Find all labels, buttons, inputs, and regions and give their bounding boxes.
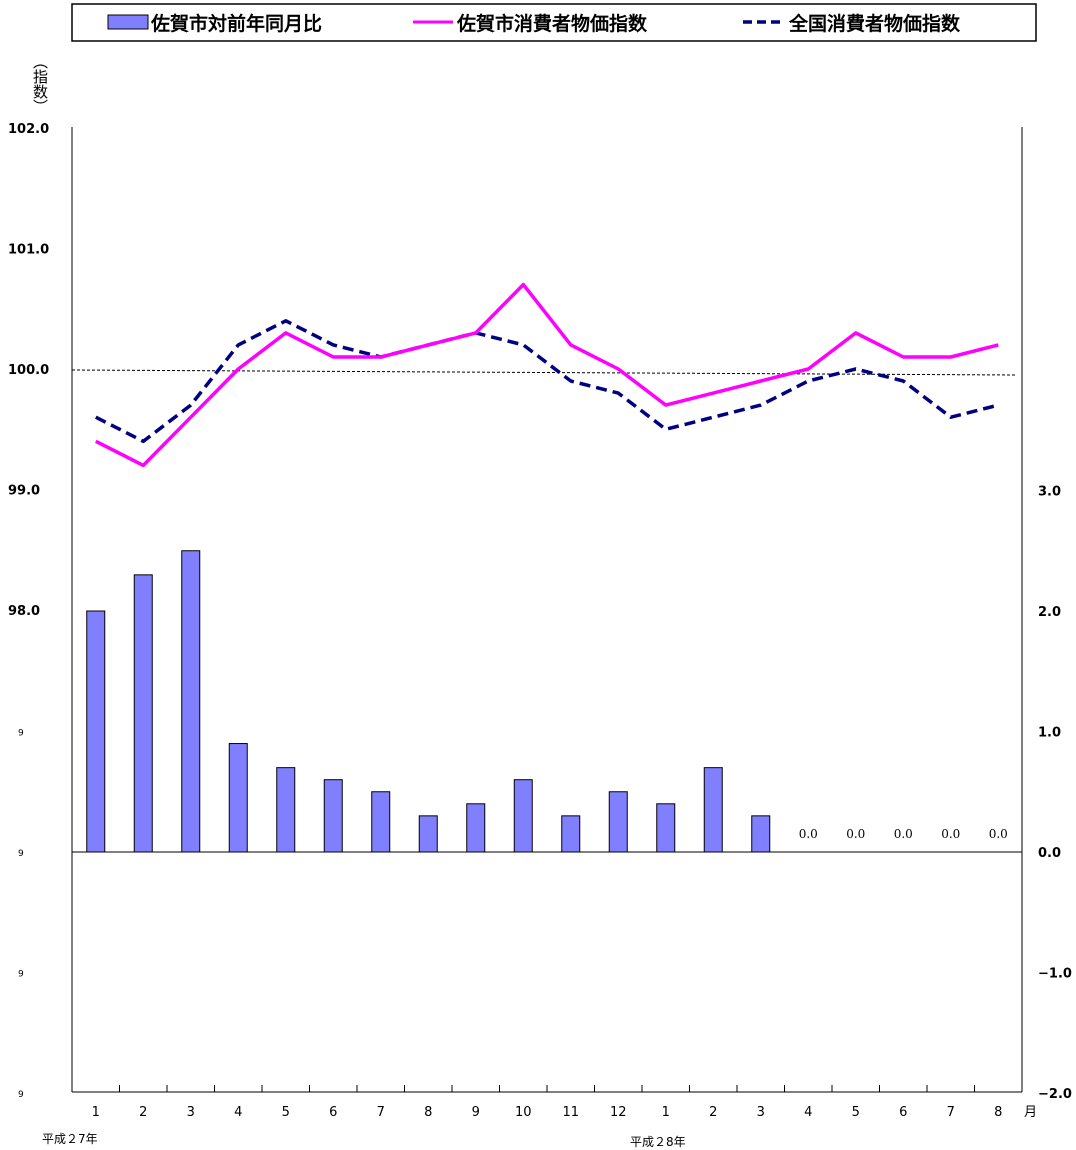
x-tick-label: 8 (424, 1105, 432, 1120)
bar (751, 815, 771, 853)
bar (181, 550, 201, 853)
left-tick-label: 98.0 (8, 604, 40, 619)
legend-label-dashed: 全国消費者物価指数 (788, 12, 961, 35)
national-cpi-line (95, 319, 999, 444)
left-tick-label: 99.0 (8, 484, 40, 499)
x-axis-unit: 月 (1024, 1105, 1037, 1120)
x-tick-label: 1 (92, 1105, 100, 1120)
left-tick-label: 100.0 (8, 363, 49, 378)
x-tick-label: 3 (187, 1105, 195, 1120)
x-tick-label: 10 (515, 1105, 532, 1120)
bar (703, 767, 723, 853)
x-tick-label: 6 (899, 1105, 907, 1120)
left-tick-label: 9 (18, 849, 24, 859)
bar-series (86, 550, 771, 853)
legend-bar-swatch (107, 14, 149, 30)
x-tick-label: 12 (610, 1105, 627, 1120)
bar (371, 791, 391, 853)
era-label-h28: 平成２8年 (630, 1135, 686, 1149)
bar (323, 779, 343, 853)
x-tick-label: 3 (757, 1105, 765, 1120)
right-tick-label: −2.0 (1038, 1087, 1072, 1102)
left-tick-label: 102.0 (8, 122, 49, 137)
x-tick-label: 4 (234, 1105, 242, 1120)
left-tick-label: 9 (18, 1090, 24, 1100)
left-axis-ticks: 102.0 101.0 100.0 99.0 98.0 9 9 9 9 (8, 122, 49, 1100)
bar-data-label: 0.0 (799, 827, 818, 841)
x-tick-label: 5 (282, 1105, 290, 1120)
x-tick-label: 7 (947, 1105, 955, 1120)
x-tick-label: 4 (804, 1105, 812, 1120)
x-tick-label: 7 (377, 1105, 385, 1120)
bar (561, 815, 581, 853)
bar (656, 803, 676, 853)
bar (86, 610, 106, 853)
bar (608, 791, 628, 853)
bar (133, 574, 153, 853)
left-tick-label: 9 (18, 729, 24, 739)
x-tick-label: 8 (994, 1105, 1002, 1120)
bar (228, 743, 248, 853)
x-tick-label: 5 (852, 1105, 860, 1120)
bar-data-labels: 0.0 0.0 0.0 0.0 0.0 (799, 827, 1008, 841)
x-tick-label: 6 (329, 1105, 337, 1120)
right-tick-label: 2.0 (1038, 605, 1061, 620)
bar (276, 767, 296, 853)
x-tick-label: 9 (472, 1105, 480, 1120)
x-tick-label: 1 (662, 1105, 670, 1120)
x-tick-label: 2 (139, 1105, 147, 1120)
saga-cpi-line (95, 282, 999, 468)
x-axis-ticks: 1 2 3 4 5 6 7 8 9 10 11 12 1 2 3 4 5 6 7 8 (71, 1085, 1023, 1120)
left-axis-title: （指数） (31, 54, 49, 114)
bar-data-label: 0.0 (989, 827, 1008, 841)
left-tick-label: 101.0 (8, 243, 49, 258)
right-tick-label: 3.0 (1038, 485, 1061, 500)
bar (418, 815, 438, 853)
right-axis-ticks: 3.0 2.0 1.0 0.0 −1.0 −2.0 (1038, 485, 1072, 1103)
bar-data-label: 0.0 (941, 827, 960, 841)
era-label-h27: 平成２7年 (42, 1132, 98, 1146)
legend-label-line: 佐賀市消費者物価指数 (456, 12, 648, 35)
x-tick-label: 11 (562, 1105, 579, 1120)
bar-data-label: 0.0 (846, 827, 865, 841)
reference-line-100 (71, 369, 1016, 376)
legend-label-bar: 佐賀市対前年同月比 (150, 12, 322, 35)
left-tick-label: 9 (18, 970, 24, 980)
right-tick-label: −1.0 (1038, 967, 1072, 982)
bar (466, 803, 486, 853)
x-tick-label: 2 (709, 1105, 717, 1120)
right-tick-label: 0.0 (1038, 846, 1061, 861)
right-tick-label: 1.0 (1038, 726, 1061, 741)
bar-data-label: 0.0 (894, 827, 913, 841)
bar (513, 779, 533, 853)
legend-box (71, 3, 1037, 42)
